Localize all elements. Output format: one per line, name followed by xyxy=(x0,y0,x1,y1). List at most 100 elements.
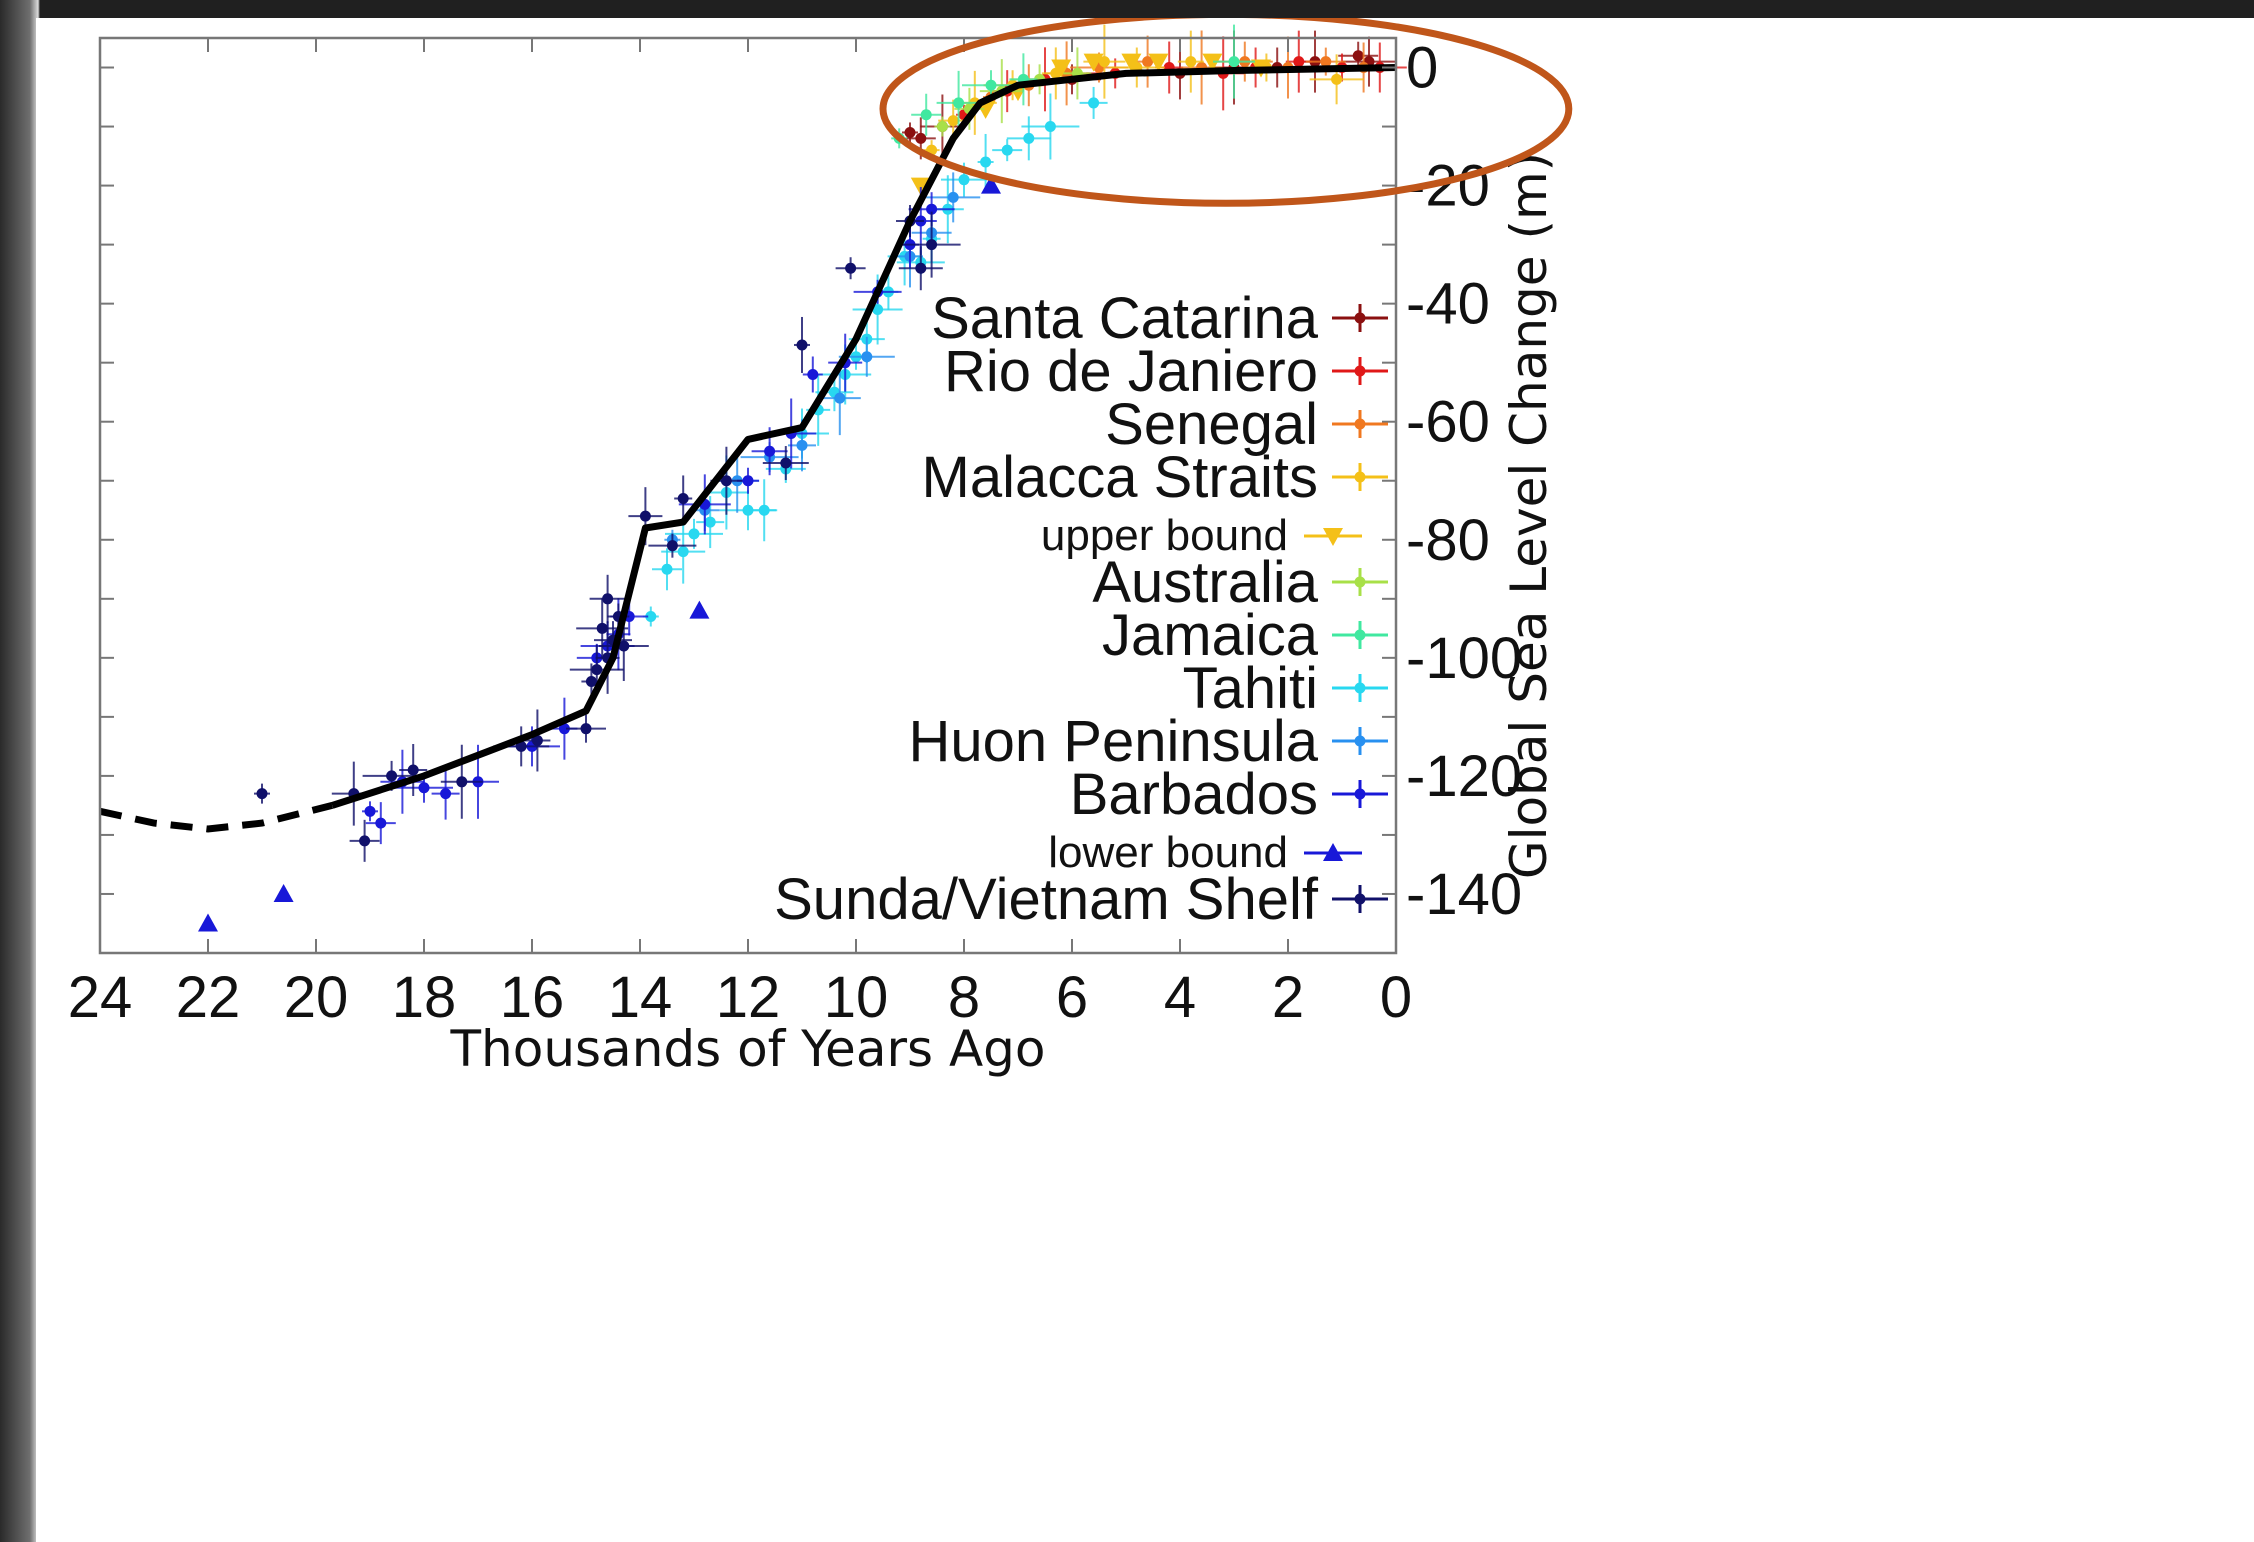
data-point xyxy=(386,770,398,782)
data-point xyxy=(704,516,716,528)
legend-item: Huon Peninsula xyxy=(908,709,1388,774)
legend-label: Huon Peninsula xyxy=(908,709,1318,774)
data-point xyxy=(1148,53,1169,72)
data-point xyxy=(742,475,754,487)
x-tick-label: 16 xyxy=(500,965,565,1030)
data-point xyxy=(834,392,846,404)
data-point xyxy=(947,115,959,127)
data-point xyxy=(926,203,938,215)
data-point xyxy=(688,528,700,540)
legend-item: Rio de Janiero xyxy=(944,339,1388,404)
legend-label: Santa Catarina xyxy=(931,286,1319,351)
legend-marker xyxy=(1354,788,1366,800)
data-point xyxy=(936,121,948,133)
data-point xyxy=(758,504,770,516)
series-santa-catarina xyxy=(902,30,1396,160)
data-point xyxy=(359,835,371,847)
legend-item: Sunda/Vietnam Shelf xyxy=(774,867,1388,932)
legend-marker xyxy=(1354,893,1366,905)
data-point xyxy=(639,510,651,522)
x-tick-label: 10 xyxy=(824,965,889,1030)
legend-marker xyxy=(1354,312,1366,324)
legend-marker xyxy=(1354,629,1366,641)
data-point xyxy=(1331,73,1343,85)
data-point xyxy=(580,723,592,735)
data-point xyxy=(1142,56,1154,68)
data-point xyxy=(666,540,678,552)
data-point xyxy=(591,664,603,676)
legend-item: Malacca Straits xyxy=(922,445,1388,510)
data-point xyxy=(985,79,997,91)
legend-marker xyxy=(1354,682,1366,694)
data-point xyxy=(872,304,884,316)
data-point xyxy=(926,239,938,251)
data-point xyxy=(780,457,792,469)
data-point xyxy=(1083,53,1104,72)
data-point xyxy=(1001,144,1013,156)
data-point xyxy=(558,723,570,735)
legend-item: Jamaica xyxy=(1102,603,1388,668)
data-point xyxy=(742,504,754,516)
data-point xyxy=(720,475,732,487)
data-point xyxy=(273,883,294,902)
legend-marker xyxy=(1354,471,1366,483)
legend-label: Senegal xyxy=(1105,392,1318,457)
y-tick-label: -120 xyxy=(1406,744,1522,809)
data-point xyxy=(1293,56,1305,68)
x-tick-label: 12 xyxy=(716,965,781,1030)
data-point xyxy=(1098,56,1110,68)
legend-marker xyxy=(1323,528,1343,546)
data-point xyxy=(602,593,614,605)
y-tick-labels: 0-20-40-60-80-100-120-140 xyxy=(1406,36,1522,927)
data-point xyxy=(645,611,657,623)
data-point xyxy=(980,156,992,168)
data-point xyxy=(596,622,608,634)
trend-line xyxy=(99,64,1397,833)
x-tick-labels: 24 22 20 18 16 14 12 10 8 6 4 2 0 xyxy=(68,965,1412,1030)
legend-label: Jamaica xyxy=(1102,603,1319,668)
data-point xyxy=(953,97,965,109)
x-tick-label: 4 xyxy=(1164,965,1196,1030)
legend-marker xyxy=(1354,576,1366,588)
data-point xyxy=(1320,56,1332,68)
x-tick-label: 14 xyxy=(608,965,673,1030)
data-point xyxy=(256,788,268,800)
legend-item: Santa Catarina xyxy=(931,286,1388,351)
data-point xyxy=(364,805,376,817)
highlight-ellipse xyxy=(879,18,1573,207)
legend-marker xyxy=(1354,365,1366,377)
legend-marker xyxy=(1354,735,1366,747)
trend-line-solid xyxy=(331,64,1397,809)
y-tick-label: -60 xyxy=(1406,390,1490,455)
series-sunda-vietnam-shelf xyxy=(254,205,961,862)
data-point xyxy=(1228,56,1240,68)
x-tick-label: 2 xyxy=(1272,965,1304,1030)
data-point xyxy=(861,351,873,363)
data-point xyxy=(375,817,387,829)
legend-item: Australia xyxy=(1092,550,1388,615)
x-tick-label: 22 xyxy=(176,965,241,1030)
data-point xyxy=(764,445,776,457)
data-point xyxy=(981,175,1001,194)
y-tick-label: -40 xyxy=(1406,272,1490,337)
legend-label: Rio de Janiero xyxy=(944,339,1318,404)
legend-marker xyxy=(1323,843,1343,861)
data-point xyxy=(845,262,857,274)
series-lower-bound xyxy=(198,175,1001,932)
legend-marker xyxy=(1354,418,1366,430)
data-point xyxy=(456,776,468,788)
legend-label: Malacca Straits xyxy=(922,445,1318,510)
data-point xyxy=(661,563,673,575)
data-point xyxy=(440,788,452,800)
data-point xyxy=(1352,50,1364,62)
data-point xyxy=(796,339,808,351)
legend-label: upper bound xyxy=(1041,511,1288,560)
data-point xyxy=(1088,97,1100,109)
legend-label: lower bound xyxy=(1048,828,1288,877)
legend-item: Senegal xyxy=(1105,392,1388,457)
data-point xyxy=(677,492,689,504)
data-point xyxy=(904,126,916,138)
data-point xyxy=(531,734,543,746)
data-point xyxy=(407,764,419,776)
x-tick-label: 24 xyxy=(68,965,133,1030)
